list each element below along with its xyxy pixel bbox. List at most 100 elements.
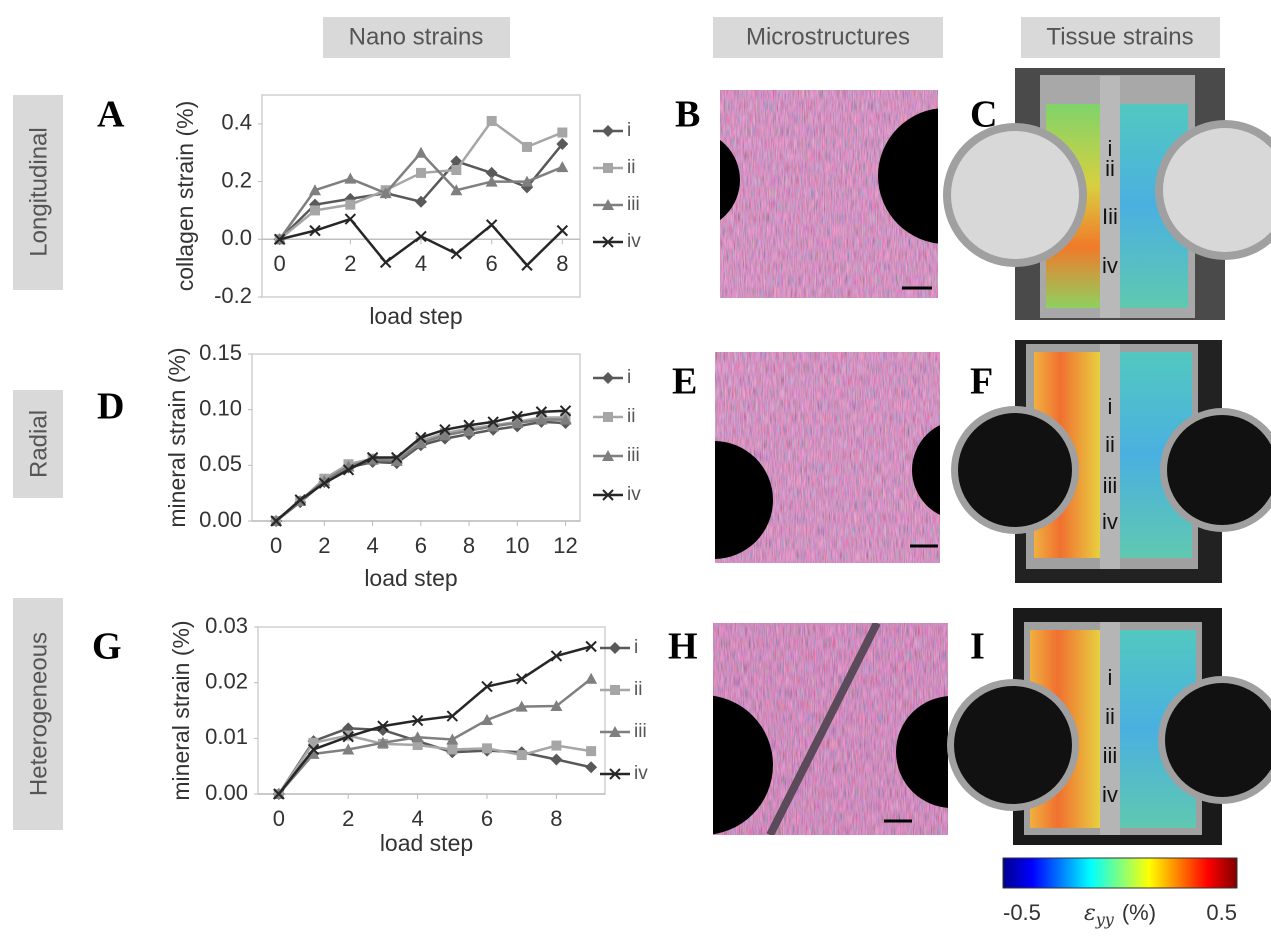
legend-marker	[609, 642, 621, 654]
x-tick-label: 8	[550, 806, 562, 831]
tissue-label: iv	[1102, 782, 1118, 807]
x-tick-label: 0	[274, 251, 286, 276]
tissue-label: iii	[1103, 473, 1118, 498]
x-tick-label: 0	[273, 806, 285, 831]
legend-marker	[603, 412, 613, 422]
legend-marker	[602, 372, 614, 384]
x-tick-label: 2	[344, 251, 356, 276]
y-tick-label: 0.03	[205, 613, 248, 638]
series-line	[276, 420, 565, 521]
y-axis-label: collagen strain (%)	[172, 101, 198, 291]
tissue-label: iv	[1102, 253, 1118, 278]
panel-letter: E	[672, 361, 697, 403]
x-tick-label: 6	[415, 533, 427, 558]
y-tick-label: 0.15	[199, 340, 242, 365]
marker	[585, 761, 597, 773]
y-axis-label: mineral strain (%)	[168, 620, 194, 800]
page: {"headers": ["Nano strains", "Microstruc…	[0, 0, 1271, 934]
legend-label: iii	[627, 445, 640, 466]
colorbar-tick-label: -0.5	[1003, 900, 1041, 925]
panel-letter: A	[97, 94, 125, 136]
column-header: Nano strains	[349, 23, 484, 50]
legend-marker	[610, 685, 620, 695]
y-tick-label: 0.10	[199, 395, 242, 420]
row-label: Heterogeneous	[25, 632, 52, 796]
column-header: Tissue strains	[1046, 23, 1193, 50]
y-tick-label: 0.02	[205, 668, 248, 693]
y-tick-label: 0.00	[205, 780, 248, 805]
row-label: Longitudinal	[25, 127, 52, 256]
column-header: Microstructures	[746, 23, 910, 50]
marker	[522, 142, 532, 152]
y-tick-label: 0.0	[221, 225, 252, 250]
x-axis-label: load step	[380, 830, 473, 856]
legend-label: i	[634, 637, 638, 658]
marker	[551, 741, 561, 751]
panel-letter: D	[97, 386, 124, 428]
tissue-label: ii	[1105, 704, 1115, 729]
tissue-label: ii	[1105, 432, 1115, 457]
marker	[586, 746, 596, 756]
x-tick-label: 8	[463, 533, 475, 558]
y-tick-label: 0.4	[221, 110, 252, 135]
colorbar-label: εyy(%)	[1084, 900, 1156, 929]
legend-label: iv	[634, 763, 648, 784]
panel-letter: I	[970, 626, 985, 668]
x-tick-label: 2	[318, 533, 330, 558]
legend-label: ii	[634, 679, 642, 700]
marker	[447, 744, 457, 754]
marker	[345, 200, 355, 210]
row-label: Radial	[25, 410, 52, 478]
legend-label: ii	[627, 406, 635, 427]
x-tick-label: 4	[411, 806, 423, 831]
y-tick-label: 0.05	[199, 451, 242, 476]
x-tick-label: 2	[342, 806, 354, 831]
legend-label: i	[627, 367, 631, 388]
panel-letter: F	[970, 361, 993, 403]
marker	[557, 128, 567, 138]
y-tick-label: -0.2	[214, 283, 252, 308]
marker	[416, 168, 426, 178]
colorbar-symbol: ε	[1084, 901, 1096, 926]
marker	[310, 205, 320, 215]
tissue-image	[951, 340, 1271, 583]
x-tick-label: 8	[556, 251, 568, 276]
panel-letter: H	[668, 626, 698, 668]
marker	[482, 743, 492, 753]
marker	[451, 249, 461, 259]
legend-label: ii	[627, 157, 635, 178]
x-tick-label: 6	[486, 251, 498, 276]
series-line	[276, 417, 565, 521]
legend-label: iii	[634, 721, 647, 742]
x-tick-label: 6	[481, 806, 493, 831]
tissue-label: iv	[1102, 509, 1118, 534]
y-tick-label: 0.2	[221, 167, 252, 192]
colorbar-tick-label: 0.5	[1206, 900, 1237, 925]
series-line	[280, 144, 563, 239]
y-axis-label: mineral strain (%)	[164, 347, 190, 527]
x-tick-label: 4	[366, 533, 378, 558]
y-tick-label: 0.00	[199, 507, 242, 532]
series-line	[279, 646, 591, 794]
legend-label: iv	[627, 231, 641, 252]
marker	[381, 257, 391, 267]
legend-label: i	[627, 120, 631, 141]
tissue-label: Iii	[1102, 204, 1118, 229]
x-tick-label: 12	[553, 533, 577, 558]
panel-letter: G	[92, 626, 122, 668]
tissue-label: ii	[1105, 156, 1115, 181]
y-tick-label: 0.01	[205, 724, 248, 749]
panel-letter: B	[675, 94, 700, 136]
marker	[487, 116, 497, 126]
legend-marker	[602, 125, 614, 137]
marker	[487, 220, 497, 230]
colorbar	[1003, 858, 1237, 888]
marker	[415, 147, 427, 158]
marker	[585, 673, 597, 684]
tissue-label: i	[1108, 394, 1113, 419]
marker	[451, 165, 461, 175]
colorbar-unit: (%)	[1122, 900, 1156, 925]
legend-label: iii	[627, 194, 640, 215]
x-axis-label: load step	[364, 565, 457, 591]
series-line	[280, 121, 563, 239]
